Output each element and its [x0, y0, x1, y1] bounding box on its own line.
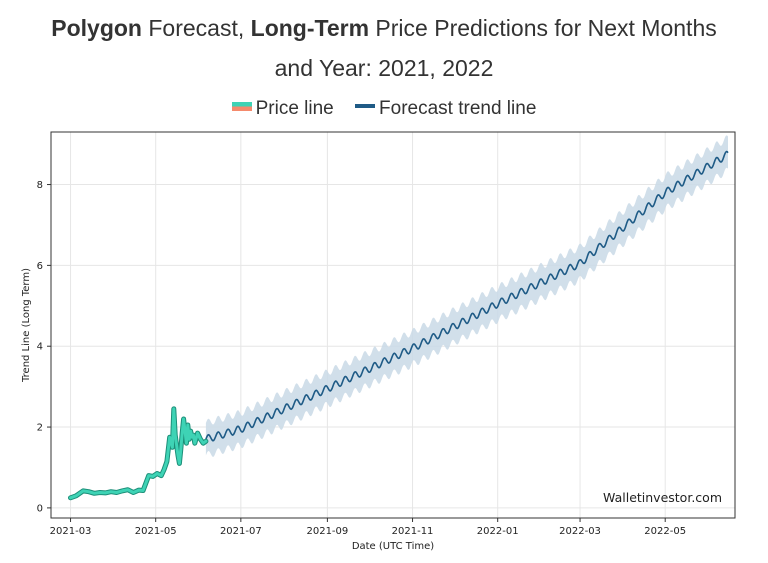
price-point — [126, 488, 129, 491]
chart-title-line1: Polygon Forecast, Long-Term Price Predic… — [0, 8, 768, 48]
price-point — [175, 444, 178, 447]
price-point — [196, 431, 199, 435]
legend-item-price[interactable]: Price line — [231, 98, 334, 120]
y-tick-label: 6 — [37, 261, 43, 272]
x-tick-label: 2022-05 — [644, 526, 686, 537]
y-tick-label: 4 — [37, 342, 43, 353]
price-point — [190, 436, 194, 439]
legend-label-price: Price line — [255, 98, 334, 119]
price-point — [181, 431, 184, 435]
price-point — [172, 407, 175, 411]
price-point — [192, 433, 195, 437]
price-point — [141, 489, 145, 492]
forecast-confidence-band — [205, 135, 728, 457]
x-tick-label: 2022-01 — [477, 526, 519, 537]
price-point — [204, 440, 208, 443]
price-point — [183, 429, 187, 433]
price-point — [171, 446, 174, 449]
price-point — [176, 454, 180, 457]
axis-ticks: 2021-03 2021-05 2021-07 2021-09 2021-11 2022-… — [37, 180, 686, 537]
watermark-text: Walletinvestor.com — [603, 490, 722, 505]
price-point — [182, 417, 185, 421]
legend-item-trend[interactable]: Forecast trend line — [355, 98, 536, 120]
price-point — [98, 491, 102, 494]
price-point — [69, 496, 72, 499]
price-point — [188, 438, 191, 441]
y-tick-label: 0 — [37, 503, 43, 514]
x-tick-label: 2021-05 — [135, 526, 177, 537]
title-text-forecast: Forecast, — [141, 15, 251, 41]
title-text-predictions: Price Predictions for Next Months — [369, 15, 717, 41]
series-lines — [68, 150, 729, 501]
price-point — [87, 490, 90, 493]
price-point — [137, 488, 141, 492]
price-point — [109, 490, 113, 493]
price-point — [185, 442, 188, 445]
x-tick-label: 2021-11 — [392, 526, 434, 537]
legend-label-trend: Forecast trend line — [379, 98, 537, 119]
price-point — [202, 442, 205, 445]
chart-title-line2: and Year: 2021, 2022 — [274, 55, 494, 81]
price-point — [178, 462, 181, 465]
price-point — [189, 429, 192, 433]
price-point — [104, 491, 107, 495]
price-point — [160, 474, 163, 477]
x-axis-label: Date (UTC Time) — [352, 541, 434, 552]
title-long-term: Long-Term — [250, 15, 370, 41]
forecast-trend-line — [205, 150, 729, 442]
price-point — [147, 474, 150, 477]
price-point — [121, 489, 124, 493]
legend-swatch-price — [231, 102, 252, 112]
price-point — [193, 442, 196, 445]
y-axis-label: Trend Line (Long Term) — [21, 268, 32, 383]
price-point — [155, 472, 159, 475]
x-tick-label: 2021-09 — [306, 526, 348, 537]
price-point — [168, 436, 171, 439]
price-point — [179, 448, 182, 451]
price-point — [174, 433, 177, 437]
plot-frame — [50, 131, 736, 519]
forecast-band-group — [205, 135, 728, 457]
chart-legend: Price line Forecast trend line — [0, 98, 768, 120]
legend-swatch-trend — [355, 103, 376, 108]
price-point — [74, 494, 78, 497]
price-point — [162, 468, 166, 471]
price-point — [151, 475, 155, 478]
title-coin-name: Polygon — [51, 15, 142, 41]
price-point — [115, 491, 118, 494]
price-point — [199, 438, 202, 441]
chart-title: Polygon Forecast, Long-Term Price Predic… — [0, 8, 768, 88]
grid-lines — [51, 132, 735, 518]
y-tick-label: 8 — [37, 180, 43, 191]
price-point — [93, 492, 96, 495]
price-point — [186, 423, 189, 427]
y-tick-label: 2 — [37, 423, 43, 434]
price-line-outline — [68, 406, 209, 501]
price-point — [132, 491, 135, 494]
x-tick-label: 2021-03 — [50, 526, 92, 537]
x-tick-label: 2021-07 — [220, 526, 262, 537]
x-tick-label: 2022-03 — [559, 526, 601, 537]
price-point — [81, 489, 85, 493]
price-point — [165, 460, 169, 463]
